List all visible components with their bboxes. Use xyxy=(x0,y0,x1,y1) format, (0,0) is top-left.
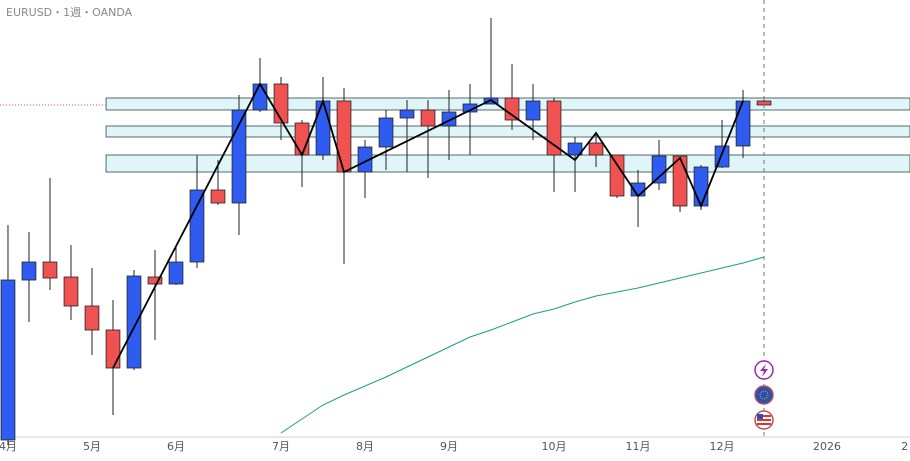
candle-body xyxy=(525,100,541,121)
candle-body xyxy=(588,142,604,156)
event-icon-glyph xyxy=(760,364,768,377)
candle-body xyxy=(336,100,352,173)
candle-body xyxy=(0,279,16,441)
candle-body xyxy=(693,166,709,207)
candle-body xyxy=(63,276,79,307)
event-icons[interactable] xyxy=(754,360,774,430)
candle-body xyxy=(378,117,394,148)
candle-body xyxy=(84,305,100,331)
candle-body xyxy=(399,109,415,119)
zone xyxy=(105,125,910,138)
candle-body xyxy=(357,146,373,173)
x-tick-label: 12月 xyxy=(710,440,735,453)
candle-body xyxy=(210,189,226,204)
candle-body xyxy=(42,261,58,279)
candle-body xyxy=(147,276,163,285)
candle-body xyxy=(189,189,205,263)
event-icon-glyph xyxy=(759,390,769,400)
candle-body xyxy=(105,329,121,369)
x-tick-label: 9月 xyxy=(440,440,458,453)
candle-body xyxy=(315,100,331,156)
candle-body xyxy=(735,100,751,147)
x-tick-label: 10月 xyxy=(542,440,567,453)
event-icon-glyph xyxy=(757,414,763,419)
candle-body xyxy=(546,100,562,156)
candle-body xyxy=(420,109,436,127)
x-tick-label: 2026 xyxy=(813,440,841,453)
zone xyxy=(105,154,910,173)
x-tick-label: 8月 xyxy=(356,440,374,453)
x-tick-label: 4月 xyxy=(0,440,17,453)
candle-body xyxy=(462,103,478,113)
candle-body xyxy=(609,154,625,197)
candle-body xyxy=(252,83,268,111)
event-icon-glyph xyxy=(757,423,771,425)
x-tick-label: 7月 xyxy=(272,440,290,453)
x-tick-label: 2 xyxy=(901,440,908,453)
event-icon-glyph xyxy=(757,415,771,417)
candle-body xyxy=(504,97,520,121)
candle-body xyxy=(21,261,37,281)
moving-average xyxy=(280,256,765,434)
x-tick-label: 6月 xyxy=(167,440,185,453)
candle-body xyxy=(294,122,310,156)
candle-body xyxy=(273,83,289,124)
candle-body xyxy=(126,275,142,369)
candle-body xyxy=(672,155,688,207)
chart-title: EURUSD・1週・OANDA xyxy=(6,6,133,19)
candle-body xyxy=(567,142,583,156)
candle-body xyxy=(651,155,667,184)
candle-body xyxy=(231,109,247,204)
x-tick-label: 5月 xyxy=(83,440,101,453)
zigzag xyxy=(112,82,744,369)
event-icon-glyph xyxy=(757,419,771,421)
event-icon[interactable] xyxy=(754,385,774,405)
candle-body xyxy=(168,261,184,285)
x-tick-label: 11月 xyxy=(626,440,651,453)
